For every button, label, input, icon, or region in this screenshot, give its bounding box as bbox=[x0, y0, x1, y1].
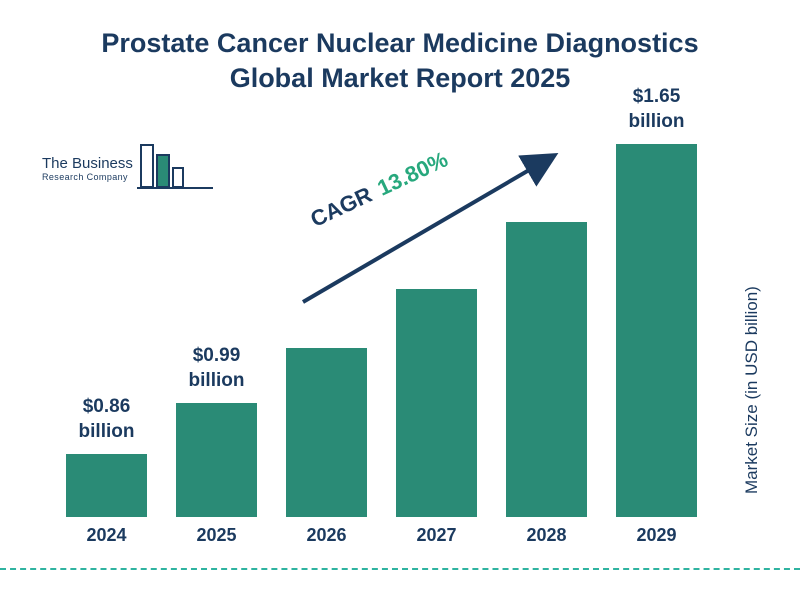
bar bbox=[286, 348, 367, 517]
bar bbox=[66, 454, 147, 517]
bar-group-2024: $0.86 billion 2024 bbox=[66, 394, 147, 547]
logo-text: The Business Research Company bbox=[42, 155, 133, 182]
bar bbox=[506, 222, 587, 517]
bar bbox=[616, 144, 697, 517]
bottom-dashed-line bbox=[0, 568, 800, 570]
page-title-line1: Prostate Cancer Nuclear Medicine Diagnos… bbox=[101, 28, 699, 58]
bar-value-label: $1.65 billion bbox=[628, 85, 685, 133]
logo-text-line2: Research Company bbox=[42, 172, 128, 182]
x-tick-label: 2025 bbox=[196, 525, 237, 545]
page-title: Prostate Cancer Nuclear Medicine Diagnos… bbox=[0, 26, 800, 96]
logo-bar-chart-icon bbox=[136, 144, 213, 189]
x-tick-label: 2029 bbox=[636, 525, 677, 545]
growth-arrow bbox=[301, 152, 559, 304]
x-tick-label: 2027 bbox=[416, 525, 457, 545]
x-tick-label: 2024 bbox=[86, 525, 127, 545]
x-tick-label: 2028 bbox=[526, 525, 567, 545]
x-tick-label: 2026 bbox=[306, 525, 347, 545]
page-title-line2: Global Market Report 2025 bbox=[229, 63, 571, 94]
bar-group-2029: $1.65 billion 2029 bbox=[616, 84, 697, 547]
bar-group-2027: 2027 bbox=[396, 280, 477, 547]
bar-group-2028: 2028 bbox=[506, 213, 587, 547]
bar-chart: $0.86 billion 2024 $0.99 billion 2025 2026 20… bbox=[66, 84, 697, 547]
bar bbox=[396, 289, 477, 517]
company-logo: The Business Research Company bbox=[42, 142, 213, 194]
y-axis-label: Market Size (in USD billion) bbox=[742, 286, 761, 494]
bar-value-label: $0.99 billion bbox=[188, 344, 245, 392]
bar-group-2026: 2026 bbox=[286, 339, 367, 547]
bar bbox=[176, 403, 257, 517]
logo-text-line1: The Business bbox=[42, 155, 133, 172]
bar-value-label: $0.86 billion bbox=[78, 395, 135, 443]
bar-group-2025: $0.99 billion 2025 bbox=[176, 343, 257, 547]
